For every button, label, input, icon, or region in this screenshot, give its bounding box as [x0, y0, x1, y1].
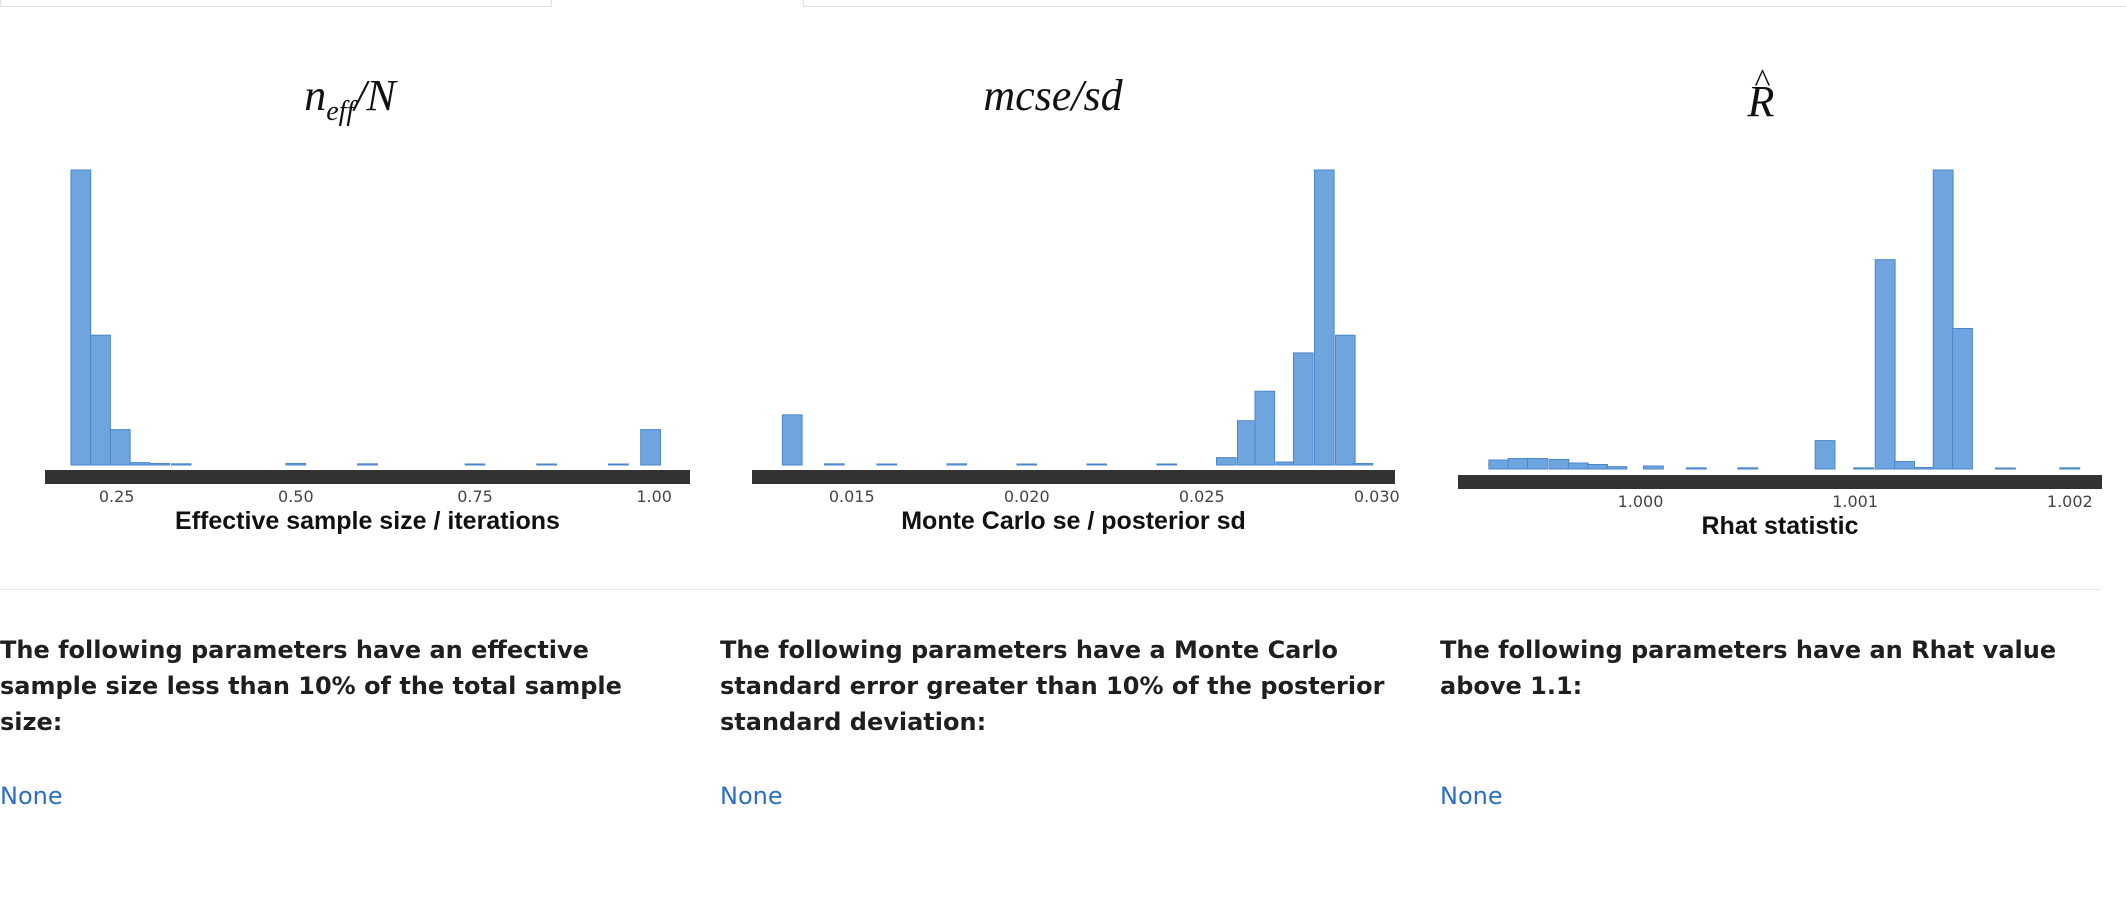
neff-x-tick-label: 0.50	[278, 487, 314, 506]
rhat-bar-17	[1994, 467, 2016, 470]
mcse-x-tick-label: 0.020	[1004, 487, 1050, 506]
rhat-bar-8	[1685, 467, 1707, 470]
neff-histogram: 0.25 0.50 0.75 1.00	[45, 169, 690, 506]
mcse-bar-2	[876, 463, 898, 466]
neff-bar-9	[536, 463, 558, 466]
rhat-bar-14	[1913, 467, 1935, 470]
rhat-bar-1	[1507, 458, 1529, 470]
rhat-bar-6	[1606, 466, 1628, 470]
neff-x-axis-label: Effective sample size / iterations	[175, 507, 560, 535]
mcse-bar-3	[946, 463, 968, 466]
rhat-histogram: 1.000 1.001 1.002	[1458, 169, 2102, 511]
neff-title-n: n	[304, 71, 327, 120]
mcse-bar-7	[1215, 457, 1237, 466]
rhat-bar-5	[1587, 464, 1608, 470]
neff-x-tick-label: 0.75	[457, 487, 493, 506]
neff-x-tick-label: 1.00	[636, 487, 672, 506]
mcse-x-axis-label: Monte Carlo se / posterior sd	[901, 507, 1246, 535]
rhat-x-axis	[1458, 475, 2102, 489]
rhat-bar-2	[1527, 458, 1548, 470]
neff-none-link[interactable]: None	[0, 782, 63, 810]
neff-bar-5	[170, 463, 192, 466]
neff-bar-3	[129, 462, 151, 466]
rhat-title-r: R	[1747, 77, 1775, 126]
neff-title-sub: eff	[326, 96, 355, 127]
rhat-bar-3	[1548, 458, 1570, 470]
rhat-title-symbol: ^ R	[1747, 63, 1775, 127]
neff-title: neff/N	[0, 70, 700, 128]
rhat-x-axis-label: Rhat statistic	[1701, 512, 1859, 540]
mcse-bar-4	[1016, 463, 1038, 466]
neff-title-rest: /N	[354, 71, 396, 120]
mcse-bar-10	[1275, 461, 1297, 466]
mcse-bar-0	[781, 414, 803, 466]
mcse-x-tick-label: 0.025	[1179, 487, 1225, 506]
neff-bar-7	[357, 463, 378, 466]
mcse-histogram: 0.015 0.020 0.025 0.030	[752, 169, 1400, 506]
neff-x-tick-label: 0.25	[99, 487, 135, 506]
mcse-bar-8	[1236, 420, 1258, 466]
rhat-bar-7	[1642, 465, 1664, 470]
top-tab-right	[803, 0, 2126, 7]
rhat-bar-18	[2059, 467, 2081, 470]
mcse-x-tick-label: 0.030	[1354, 487, 1400, 506]
neff-bar-6	[285, 463, 307, 466]
mcse-none-link[interactable]: None	[720, 782, 783, 810]
rhat-bar-10	[1814, 440, 1836, 470]
mcse-warning-text: The following parameters have a Monte Ca…	[720, 636, 1385, 736]
mcse-bar-5	[1086, 463, 1108, 466]
neff-bar-0	[70, 169, 92, 466]
mcse-bar-1	[823, 463, 845, 466]
rhat-x-tick-label: 1.000	[1618, 492, 1664, 511]
rhat-warning-text: The following parameters have an Rhat va…	[1440, 636, 2057, 700]
mcse-bar-11	[1292, 352, 1314, 466]
rhat-x-tick-label: 1.001	[1832, 492, 1878, 511]
rhat-bar-13	[1894, 461, 1915, 470]
neff-warning-text: The following parameters have an effecti…	[0, 636, 622, 736]
neff-bar-10	[607, 463, 629, 466]
rhat-bar-16	[1952, 327, 1973, 470]
rhat-title-hat: ^	[1754, 63, 1771, 100]
neff-bar-4	[149, 463, 171, 466]
mcse-bar-14	[1352, 463, 1374, 466]
rhat-bar-0	[1488, 459, 1510, 470]
neff-bar-8	[464, 463, 486, 466]
mcse-bar-12	[1313, 169, 1335, 466]
rhat-bar-15	[1932, 169, 1954, 470]
section-divider	[0, 589, 2100, 590]
neff-bar-1	[90, 334, 111, 466]
neff-bar-2	[109, 429, 131, 466]
rhat-x-tick-label: 1.002	[2047, 492, 2093, 511]
rhat-bar-4	[1567, 462, 1589, 470]
neff-bar-11	[640, 429, 661, 466]
top-tab-left	[0, 0, 552, 7]
neff-x-axis	[45, 470, 690, 484]
mcse-title: mcse/sd	[983, 71, 1123, 120]
mcse-x-axis	[752, 470, 1395, 484]
rhat-bar-9	[1737, 467, 1759, 470]
rhat-title: ^ R	[1406, 63, 2116, 127]
mcse-bar-9	[1254, 390, 1276, 466]
mcse-bar-6	[1156, 463, 1178, 466]
mcse-x-tick-label: 0.015	[829, 487, 875, 506]
mcse-bar-13	[1335, 334, 1356, 466]
rhat-bar-12	[1874, 259, 1896, 470]
rhat-bar-11	[1853, 467, 1875, 470]
rhat-none-link[interactable]: None	[1440, 782, 1503, 810]
